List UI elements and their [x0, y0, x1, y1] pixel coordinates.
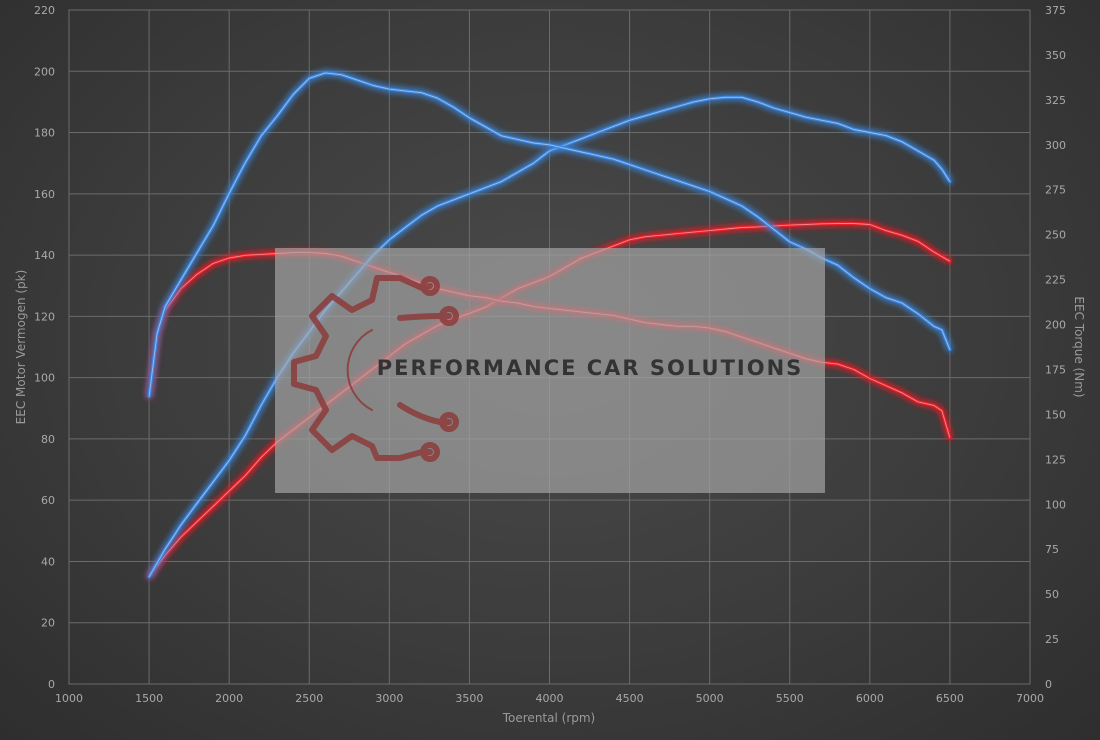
x-tick-label: 7000: [1016, 692, 1044, 705]
right-tick-label: 275: [1045, 184, 1066, 197]
x-tick-label: 2000: [215, 692, 243, 705]
right-tick-label: 375: [1045, 4, 1066, 17]
left-tick-label: 100: [34, 372, 55, 385]
right-tick-label: 150: [1045, 408, 1066, 421]
left-tick-label: 200: [34, 65, 55, 78]
left-tick-label: 120: [34, 310, 55, 323]
x-tick-label: 6500: [936, 692, 964, 705]
x-axis-ticks: 1000 1500 2000 2500 3000 3500 4000 4500 5000 5500…: [55, 692, 1044, 705]
x-axis-title: Toerental (rpm): [502, 711, 595, 725]
x-tick-label: 2500: [295, 692, 323, 705]
x-tick-label: 1000: [55, 692, 83, 705]
left-tick-label: 180: [34, 127, 55, 140]
x-tick-label: 3500: [455, 692, 483, 705]
watermark-text: PERFORMANCE CAR SOLUTIONS: [377, 356, 804, 380]
left-tick-label: 80: [41, 433, 55, 446]
right-tick-label: 100: [1045, 498, 1066, 511]
right-tick-label: 250: [1045, 229, 1066, 242]
right-tick-label: 325: [1045, 94, 1066, 107]
left-tick-label: 60: [41, 494, 55, 507]
right-tick-label: 75: [1045, 543, 1059, 556]
series-highlight-4: [148, 72, 951, 397]
watermark-panel: [275, 248, 825, 493]
right-tick-label: 225: [1045, 274, 1066, 287]
right-tick-label: 200: [1045, 319, 1066, 332]
left-tick-label: 220: [34, 4, 55, 17]
right-tick-label: 350: [1045, 49, 1066, 62]
x-tick-label: 4500: [616, 692, 644, 705]
watermark: PERFORMANCE CAR SOLUTIONS: [275, 248, 825, 493]
x-tick-label: 5000: [696, 692, 724, 705]
x-tick-label: 3000: [375, 692, 403, 705]
x-tick-label: 4000: [536, 692, 564, 705]
x-tick-label: 1500: [135, 692, 163, 705]
left-tick-label: 20: [41, 617, 55, 630]
x-tick-label: 5500: [776, 692, 804, 705]
left-tick-label: 160: [34, 188, 55, 201]
x-tick-label: 6000: [856, 692, 884, 705]
right-tick-label: 300: [1045, 139, 1066, 152]
left-tick-label: 0: [48, 678, 55, 691]
left-tick-label: 140: [34, 249, 55, 262]
right-tick-label: 50: [1045, 588, 1059, 601]
gear-circuit-logo-icon: [291, 275, 459, 462]
right-axis-ticks: 0 25 50 75 100 125 150 175 200 225 250 275 300 325 350…: [1045, 4, 1066, 691]
right-tick-label: 175: [1045, 363, 1066, 376]
left-axis-title: EEC Motor Vermogen (pk): [14, 270, 28, 425]
left-axis-ticks: 0 20 40 60 80 100 120 140 160 180 200 220: [34, 4, 55, 691]
right-tick-label: 0: [1045, 678, 1052, 691]
right-tick-label: 125: [1045, 453, 1066, 466]
plot-frame: [68, 9, 1031, 685]
left-tick-label: 40: [41, 555, 55, 568]
right-tick-label: 25: [1045, 633, 1059, 646]
right-axis-title: EEC Torque (Nm): [1072, 296, 1086, 397]
